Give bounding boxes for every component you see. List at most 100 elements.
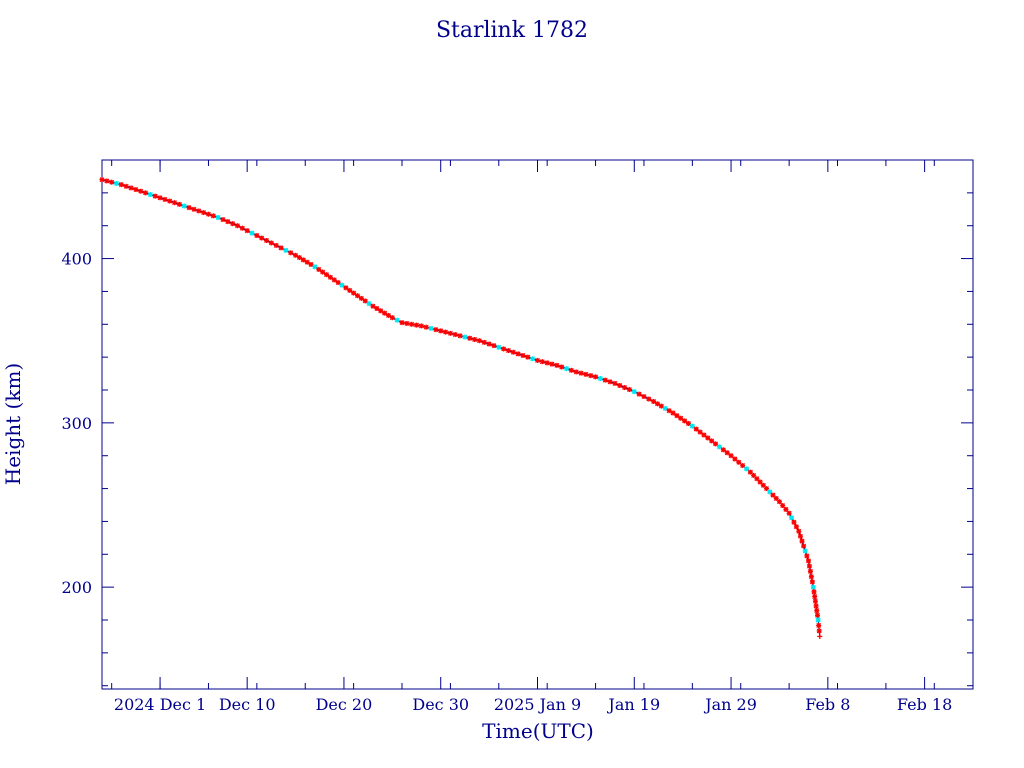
y-tick-labels: 200 300 400 [61,250,92,598]
data-point [447,330,453,336]
data-point [789,515,795,521]
data-point [414,322,420,328]
x-tick-label: Dec 30 [412,695,469,714]
data-point-stroke [689,423,695,429]
data-point-stroke [806,563,812,569]
data-point [104,178,110,184]
data-point [457,333,463,339]
data-point [674,413,680,419]
data-point-stroke [327,274,333,280]
data-point [273,242,279,248]
data-point [617,382,623,388]
data-point [705,435,711,441]
data-point [814,608,820,614]
data-point [797,533,803,539]
data-point-stroke [491,343,497,349]
data-point-stroke [273,242,279,248]
data-point [578,370,584,376]
data-point [626,387,632,393]
data-point-stroke [578,370,584,376]
data-point [210,213,216,219]
data-point [520,353,526,358]
data-point [385,312,391,318]
data-point [423,324,429,330]
data-point [535,357,540,363]
data-point-stroke [776,499,782,505]
data-point-stroke [343,285,349,291]
data-point-stroke [304,259,310,265]
data-point [472,336,478,342]
data-point [138,188,144,194]
data-point-stroke [366,301,372,307]
data-point [382,310,388,316]
data-point-stroke [810,584,816,590]
data-point-stroke [386,312,391,318]
data-point-stroke [554,362,560,368]
height-curve [101,179,821,637]
y-tick-label: 300 [61,414,92,433]
data-point-stroke [264,238,269,243]
data-point-stroke [457,333,463,339]
data-point-stroke [382,310,388,316]
data-point-stroke [797,533,803,539]
x-tick-label: Jan 29 [703,695,757,714]
data-point [666,408,672,414]
data-point [568,367,574,373]
data-point-stroke [757,479,763,485]
data-point [612,380,618,386]
data-point-stroke [210,213,216,219]
data-point [225,219,231,225]
data-point [147,192,153,197]
data-point-stroke [268,240,274,246]
data-point [300,257,306,263]
data-point-stroke [568,367,574,373]
data-point [510,349,516,355]
data-point-stroke [597,376,603,381]
data-point [347,287,353,293]
data-point [496,344,502,350]
x-tick-labels: 2024 Dec 1 Dec 10 Dec 20 Dec 30 2025 Jan 9 Ja… [114,695,952,714]
data-point-stroke [335,280,341,286]
data-point [481,339,487,345]
data-point-stroke [767,489,773,495]
data-point [239,225,245,231]
data-point [378,308,384,314]
data-point [162,196,168,202]
data-point [744,466,750,472]
data-point-stroke [452,332,458,338]
data-point [296,255,302,261]
data-point-stroke [370,303,376,309]
data-point-stroke [283,247,289,253]
data-point-stroke [520,353,526,358]
x-tick-label: 2025 Jan 9 [494,695,581,714]
data-point [588,373,594,379]
data-point-stroke [812,598,818,604]
data-point [312,264,318,270]
data-point [802,548,808,554]
data-point-stroke [181,203,187,209]
data-point [622,385,628,391]
x-tick-label: Jan 19 [606,695,660,714]
data-point [809,579,815,585]
data-point-stroke [736,459,742,465]
data-point [201,210,207,216]
data-point [462,334,468,340]
data-point [327,274,333,280]
data-point-stroke [300,257,306,263]
data-point [234,223,240,229]
data-point-stroke [423,324,429,330]
data-point [316,266,322,272]
data-point [143,190,149,196]
data-point [324,272,330,278]
data-point [196,208,202,214]
data-point-stroke [713,441,719,447]
data-point [320,269,326,275]
data-point-stroke [799,538,805,544]
data-point-stroke [670,410,676,416]
data-point-stroke [744,466,749,472]
data-point-stroke [674,413,680,419]
data-point-stroke [191,206,197,212]
data-point [418,323,424,329]
data-point [370,303,376,309]
